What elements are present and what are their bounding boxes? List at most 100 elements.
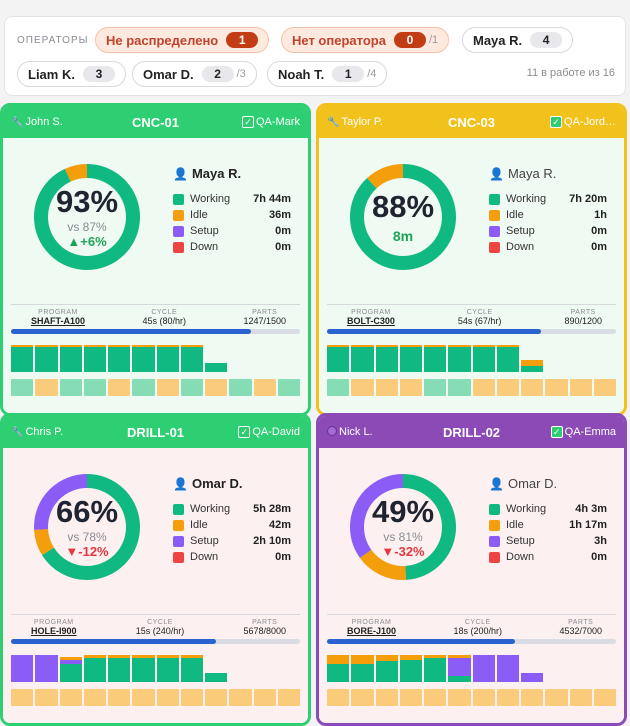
qa-name[interactable]: QA-Jord… — [564, 116, 616, 128]
shift-block[interactable] — [35, 379, 58, 396]
hour-bar[interactable] — [375, 652, 398, 682]
shift-block[interactable] — [156, 379, 179, 396]
hour-bar[interactable] — [545, 342, 567, 372]
shift-block[interactable] — [253, 379, 276, 396]
hour-bar[interactable] — [59, 342, 82, 372]
operator[interactable]: 👤 Maya R. — [173, 166, 241, 181]
shift-block[interactable] — [375, 379, 398, 396]
hour-bar[interactable] — [108, 652, 131, 682]
hour-bar[interactable] — [132, 342, 155, 372]
shift-block[interactable] — [448, 689, 471, 706]
operator[interactable]: 👤 Omar D. — [173, 476, 243, 491]
technician-name[interactable]: Chris P. — [25, 426, 64, 438]
hour-bar[interactable] — [59, 652, 82, 682]
shift-block[interactable] — [424, 379, 447, 396]
hour-bar[interactable] — [424, 652, 447, 682]
hour-bar[interactable] — [156, 342, 179, 372]
shift-block[interactable] — [496, 689, 519, 706]
hour-bar[interactable] — [594, 652, 616, 682]
program-value[interactable]: BORE-J100 — [347, 626, 397, 636]
machine-card[interactable]: 🔧 Chris P. DRILL-01 ✓ QA-David 66% vs 78% … — [0, 413, 311, 726]
hour-bar[interactable] — [594, 342, 616, 372]
shift-block[interactable] — [399, 379, 422, 396]
hour-bar[interactable] — [496, 652, 519, 682]
hour-bar[interactable] — [278, 342, 300, 372]
shift-block[interactable] — [327, 379, 350, 396]
hour-bar[interactable] — [83, 652, 106, 682]
hour-bar[interactable] — [132, 652, 155, 682]
shift-block[interactable] — [83, 689, 106, 706]
shift-block[interactable] — [496, 379, 519, 396]
hour-bar[interactable] — [254, 652, 276, 682]
hour-bar[interactable] — [448, 652, 471, 682]
shift-block[interactable] — [277, 689, 300, 706]
program-value[interactable]: SHAFT-A100 — [31, 316, 86, 326]
shift-block[interactable] — [229, 689, 252, 706]
shift-block[interactable] — [277, 379, 300, 396]
shift-block[interactable] — [351, 379, 374, 396]
shift-block[interactable] — [156, 689, 179, 706]
shift-block[interactable] — [229, 379, 252, 396]
machine-card[interactable]: 🔧 Taylor P. CNC-03 ✓ QA-Jord… 88% 8m 👤 May… — [316, 103, 627, 416]
shift-block[interactable] — [472, 689, 495, 706]
operator-chip[interactable]: Maya R. 4 — [462, 27, 574, 53]
shift-block[interactable] — [545, 379, 568, 396]
program-value[interactable]: HOLE-I900 — [31, 626, 77, 636]
operator[interactable]: 👤 Maya R. — [489, 166, 556, 181]
hour-bar[interactable] — [205, 342, 228, 372]
machine-card[interactable]: Nick L. DRILL-02 ✓ QA-Emma 49% vs 81% ▼-3… — [316, 413, 627, 726]
hour-bar[interactable] — [472, 342, 495, 372]
hour-bar[interactable] — [399, 342, 422, 372]
qa-name[interactable]: QA-David — [252, 426, 300, 438]
shift-block[interactable] — [569, 689, 592, 706]
hour-bar[interactable] — [254, 342, 276, 372]
hour-bar[interactable] — [545, 652, 567, 682]
hour-bar[interactable] — [424, 342, 447, 372]
hour-bar[interactable] — [521, 342, 544, 372]
shift-block[interactable] — [545, 689, 568, 706]
shift-block[interactable] — [180, 379, 203, 396]
shift-block[interactable] — [132, 689, 155, 706]
hour-bar[interactable] — [570, 652, 592, 682]
shift-block[interactable] — [59, 379, 82, 396]
hour-bar[interactable] — [278, 652, 300, 682]
hour-bar[interactable] — [521, 652, 544, 682]
shift-block[interactable] — [424, 689, 447, 706]
hour-bar[interactable] — [351, 342, 374, 372]
shift-block[interactable] — [253, 689, 276, 706]
hour-bar[interactable] — [11, 652, 34, 682]
shift-block[interactable] — [521, 689, 544, 706]
operator[interactable]: 👤 Omar D. — [489, 476, 557, 491]
operator-chip[interactable]: Нет оператора 0/1 — [281, 27, 450, 53]
hour-bar[interactable] — [156, 652, 179, 682]
shift-block[interactable] — [108, 689, 131, 706]
machine-card[interactable]: 🔧 John S. CNC-01 ✓ QA-Mark 93% vs 87% ▲+6%… — [0, 103, 311, 416]
operator-chip[interactable]: Omar D. 2/3 — [132, 61, 257, 87]
qa-name[interactable]: QA-Emma — [564, 426, 616, 438]
shift-block[interactable] — [472, 379, 495, 396]
shift-block[interactable] — [205, 689, 228, 706]
shift-block[interactable] — [132, 379, 155, 396]
shift-block[interactable] — [35, 689, 58, 706]
shift-block[interactable] — [205, 379, 228, 396]
operator-chip[interactable]: Liam K. 3 — [17, 61, 126, 87]
shift-block[interactable] — [351, 689, 374, 706]
hour-bar[interactable] — [229, 652, 251, 682]
hour-bar[interactable] — [448, 342, 471, 372]
hour-bar[interactable] — [180, 652, 203, 682]
shift-block[interactable] — [83, 379, 106, 396]
hour-bar[interactable] — [570, 342, 592, 372]
hour-bar[interactable] — [472, 652, 495, 682]
hour-bar[interactable] — [327, 342, 350, 372]
hour-bar[interactable] — [35, 342, 58, 372]
shift-block[interactable] — [521, 379, 544, 396]
technician-name[interactable]: Taylor P. — [341, 116, 383, 128]
shift-block[interactable] — [59, 689, 82, 706]
shift-block[interactable] — [327, 689, 350, 706]
shift-block[interactable] — [569, 379, 592, 396]
shift-block[interactable] — [108, 379, 131, 396]
hour-bar[interactable] — [83, 342, 106, 372]
hour-bar[interactable] — [11, 342, 34, 372]
hour-bar[interactable] — [205, 652, 228, 682]
hour-bar[interactable] — [180, 342, 203, 372]
